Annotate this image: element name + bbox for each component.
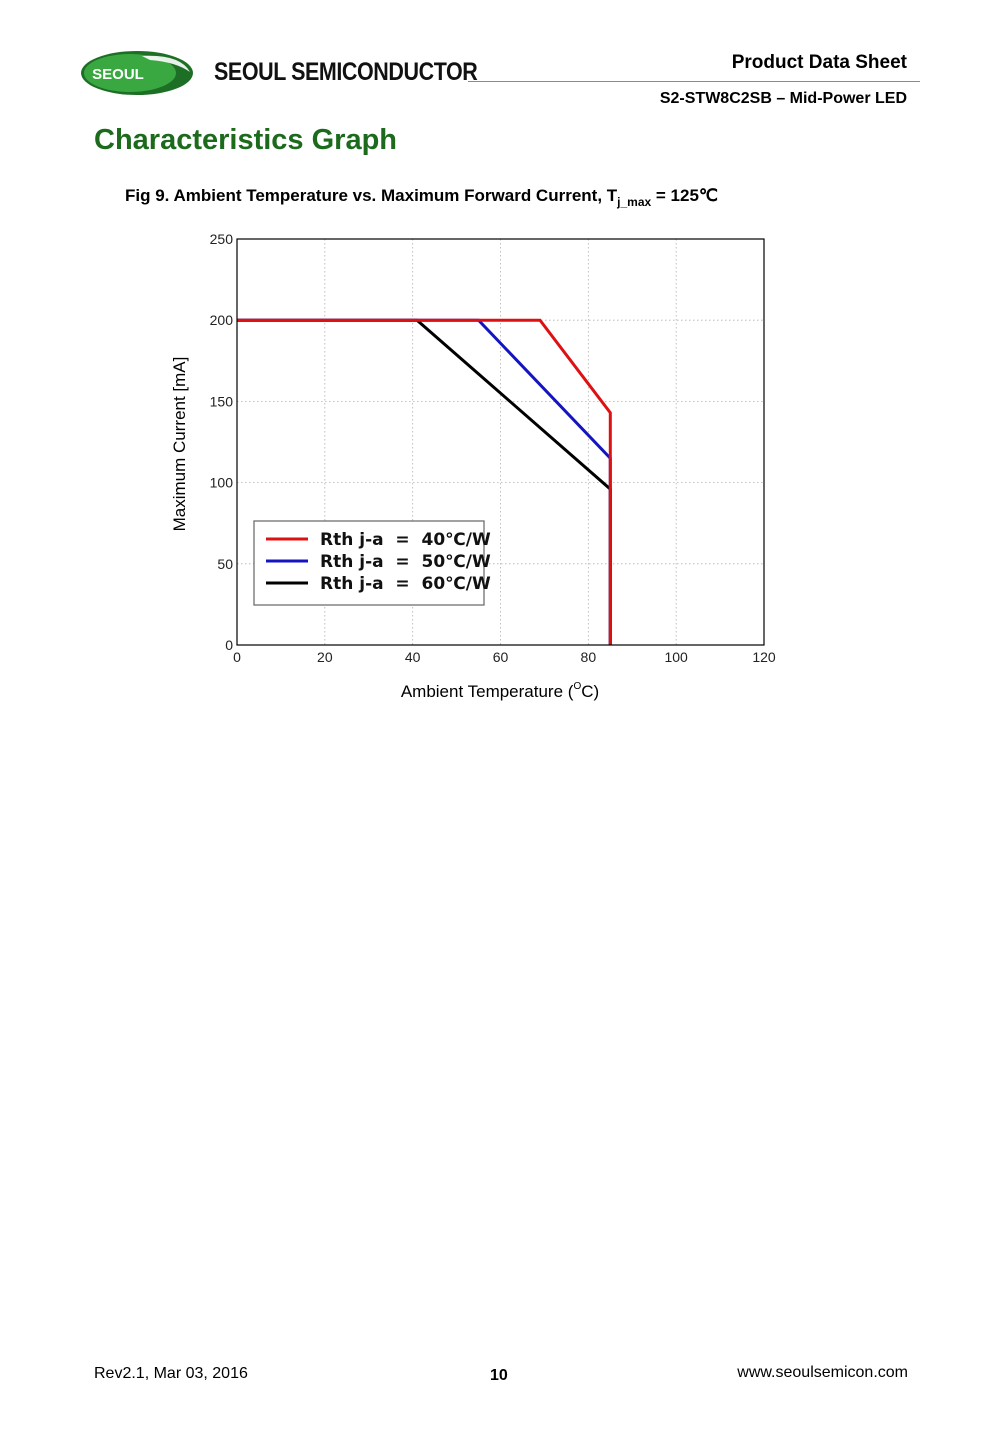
x-tick-label: 60 <box>493 649 509 665</box>
x-tick-label: 120 <box>752 649 776 665</box>
logo-inner-ellipse <box>84 54 176 92</box>
legend-label: Rth j-a = 40℃/W <box>320 530 491 550</box>
derating-chart: 0 20 40 60 80 100 120 0 50 100 150 200 250 Rth j-a =… <box>170 231 776 701</box>
footer-page-number: 10 <box>490 1367 508 1384</box>
y-tick-label: 50 <box>217 556 233 572</box>
y-axis-label: Maximum Current [mA] <box>170 357 189 532</box>
y-tick-label: 250 <box>210 231 234 247</box>
logo-text: SEOUL <box>92 66 144 83</box>
x-tick-label: 100 <box>664 649 688 665</box>
figure-caption-main: Fig 9. Ambient Temperature vs. Maximum F… <box>125 186 618 205</box>
figure-caption-sub: j_max <box>617 195 652 209</box>
legend-label: Rth j-a = 60℃/W <box>320 574 491 594</box>
grid-layer <box>237 239 764 645</box>
document-type: Product Data Sheet <box>731 52 907 73</box>
y-tick-label: 200 <box>210 312 234 328</box>
company-name: SEOUL SEMICONDUCTOR <box>214 58 478 86</box>
x-axis-label-degree: O <box>573 681 581 692</box>
series-line <box>237 318 612 645</box>
seoul-logo: SEOUL <box>81 51 193 95</box>
x-axis-label-unit: C) <box>581 682 599 701</box>
figure-caption-tail: = 125℃ <box>651 186 719 205</box>
y-tick-label: 100 <box>210 475 234 491</box>
plot-frame <box>236 238 765 646</box>
y-tick-label: 0 <box>225 637 233 653</box>
footer-website[interactable]: www.seoulsemicon.com <box>737 1364 908 1381</box>
x-tick-label: 0 <box>233 649 241 665</box>
header-divider <box>468 81 920 82</box>
figure-caption: Fig 9. Ambient Temperature vs. Maximum F… <box>125 186 718 209</box>
x-axis-label-text: Ambient Temperature ( <box>401 682 574 701</box>
tick-layer: 0 20 40 60 80 100 120 0 50 100 150 200 250 <box>210 231 776 665</box>
document-model: S2-STW8C2SB – Mid-Power LED <box>659 90 907 107</box>
series-line <box>237 318 612 645</box>
x-tick-label: 40 <box>405 649 421 665</box>
y-tick-label: 150 <box>210 393 234 409</box>
series-line <box>237 318 612 645</box>
x-axis-label: Ambient Temperature (OC) <box>401 681 599 701</box>
series-layer <box>237 318 612 645</box>
footer-revision: Rev2.1, Mar 03, 2016 <box>94 1365 248 1382</box>
x-tick-label: 80 <box>581 649 597 665</box>
legend-box <box>253 520 485 606</box>
section-title: Characteristics Graph <box>94 124 398 156</box>
x-tick-label: 20 <box>317 649 333 665</box>
legend-label: Rth j-a = 50℃/W <box>320 552 491 572</box>
logo-swoosh <box>142 55 190 72</box>
